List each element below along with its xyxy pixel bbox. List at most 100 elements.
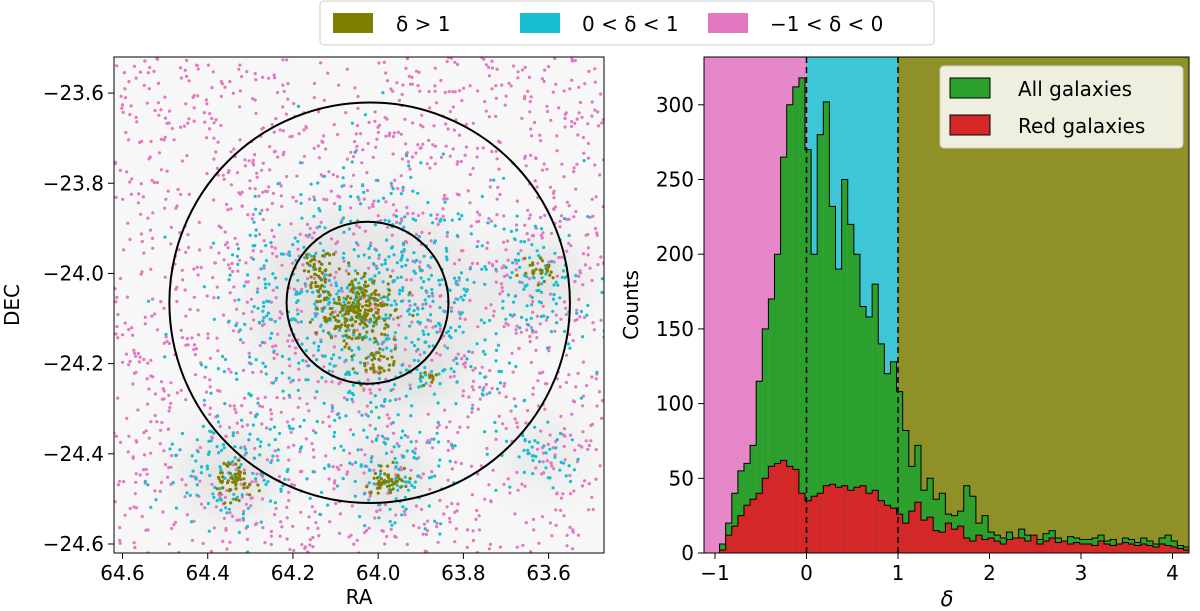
galaxy-point — [165, 169, 169, 173]
galaxy-point — [362, 471, 366, 475]
galaxy-point — [320, 376, 324, 380]
galaxy-point — [475, 155, 479, 159]
galaxy-point — [273, 276, 278, 280]
histogram-bar — [866, 316, 873, 553]
galaxy-point — [361, 148, 365, 152]
galaxy-point — [303, 282, 307, 286]
galaxy-point — [192, 519, 196, 523]
galaxy-point — [253, 194, 257, 198]
galaxy-point — [223, 357, 228, 362]
galaxy-point — [399, 371, 403, 375]
galaxy-point — [409, 175, 413, 179]
galaxy-point — [342, 166, 346, 170]
histogram-bar — [994, 541, 1001, 553]
galaxy-point — [304, 284, 308, 288]
galaxy-point — [485, 446, 489, 451]
galaxy-point — [223, 243, 227, 247]
galaxy-point — [592, 328, 596, 332]
galaxy-point — [515, 470, 519, 474]
galaxy-point — [362, 428, 366, 432]
galaxy-point — [183, 288, 187, 292]
galaxy-point — [541, 231, 545, 235]
galaxy-point — [297, 292, 301, 296]
galaxy-point — [427, 344, 431, 348]
galaxy-point — [367, 481, 371, 485]
galaxy-point — [131, 382, 135, 386]
galaxy-point — [502, 227, 506, 231]
galaxy-point — [593, 163, 597, 167]
galaxy-point — [551, 90, 555, 94]
galaxy-point — [161, 387, 165, 391]
galaxy-point — [518, 265, 522, 269]
galaxy-point — [435, 330, 439, 334]
galaxy-point — [233, 407, 237, 411]
galaxy-point — [444, 122, 448, 126]
galaxy-point — [564, 306, 568, 310]
galaxy-point — [397, 467, 401, 472]
galaxy-point — [242, 471, 247, 475]
histogram-bar — [982, 539, 989, 553]
galaxy-point — [445, 234, 449, 238]
galaxy-point — [285, 516, 289, 520]
galaxy-point — [305, 222, 310, 226]
galaxy-point — [286, 82, 290, 86]
galaxy-point — [328, 520, 332, 524]
galaxy-point — [245, 423, 249, 427]
galaxy-point — [146, 483, 150, 487]
y-tick-label: −24.2 — [43, 352, 104, 376]
galaxy-point — [408, 480, 412, 484]
galaxy-point — [359, 448, 364, 452]
galaxy-point — [450, 502, 454, 506]
galaxy-point — [223, 402, 227, 406]
galaxy-point — [514, 328, 518, 332]
galaxy-point — [392, 337, 396, 341]
galaxy-point — [580, 445, 584, 449]
galaxy-point — [347, 328, 351, 332]
galaxy-point — [526, 409, 530, 413]
galaxy-point — [243, 445, 247, 449]
galaxy-point — [119, 440, 123, 444]
galaxy-point — [417, 265, 421, 269]
galaxy-point — [350, 504, 354, 508]
galaxy-point — [175, 204, 179, 208]
galaxy-point — [526, 89, 530, 93]
galaxy-point — [317, 294, 321, 299]
galaxy-point — [376, 125, 380, 129]
galaxy-point — [254, 234, 258, 238]
galaxy-point — [540, 259, 545, 263]
galaxy-point — [374, 405, 378, 409]
galaxy-point — [228, 540, 232, 544]
histogram-legend[interactable]: All galaxies Red galaxies — [939, 65, 1184, 149]
galaxy-point — [465, 357, 469, 361]
galaxy-point — [417, 526, 421, 530]
galaxy-point — [302, 269, 306, 273]
galaxy-point — [542, 444, 546, 448]
galaxy-point — [445, 505, 449, 509]
galaxy-point — [209, 245, 213, 249]
galaxy-point — [224, 434, 228, 438]
histogram-bar — [737, 515, 744, 553]
galaxy-point — [345, 470, 350, 474]
galaxy-point — [430, 358, 434, 362]
galaxy-point — [522, 470, 527, 474]
galaxy-point — [419, 371, 423, 375]
galaxy-point — [388, 507, 392, 511]
delta-legend[interactable]: δ > 1 0 < δ < 1 −1 < δ < 0 — [319, 0, 935, 46]
galaxy-point — [562, 329, 567, 333]
galaxy-point — [142, 357, 146, 362]
galaxy-point — [416, 143, 420, 147]
galaxy-point — [439, 522, 443, 526]
galaxy-point — [228, 487, 232, 492]
galaxy-point — [464, 145, 468, 149]
galaxy-point — [416, 312, 420, 317]
galaxy-point — [386, 282, 390, 286]
galaxy-point — [299, 320, 303, 324]
galaxy-point — [459, 159, 463, 164]
galaxy-point — [516, 425, 520, 429]
galaxy-point — [395, 480, 399, 484]
galaxy-point — [373, 356, 377, 361]
galaxy-point — [523, 156, 527, 160]
galaxy-point — [549, 231, 554, 235]
galaxy-point — [407, 74, 411, 78]
galaxy-point — [414, 439, 418, 443]
